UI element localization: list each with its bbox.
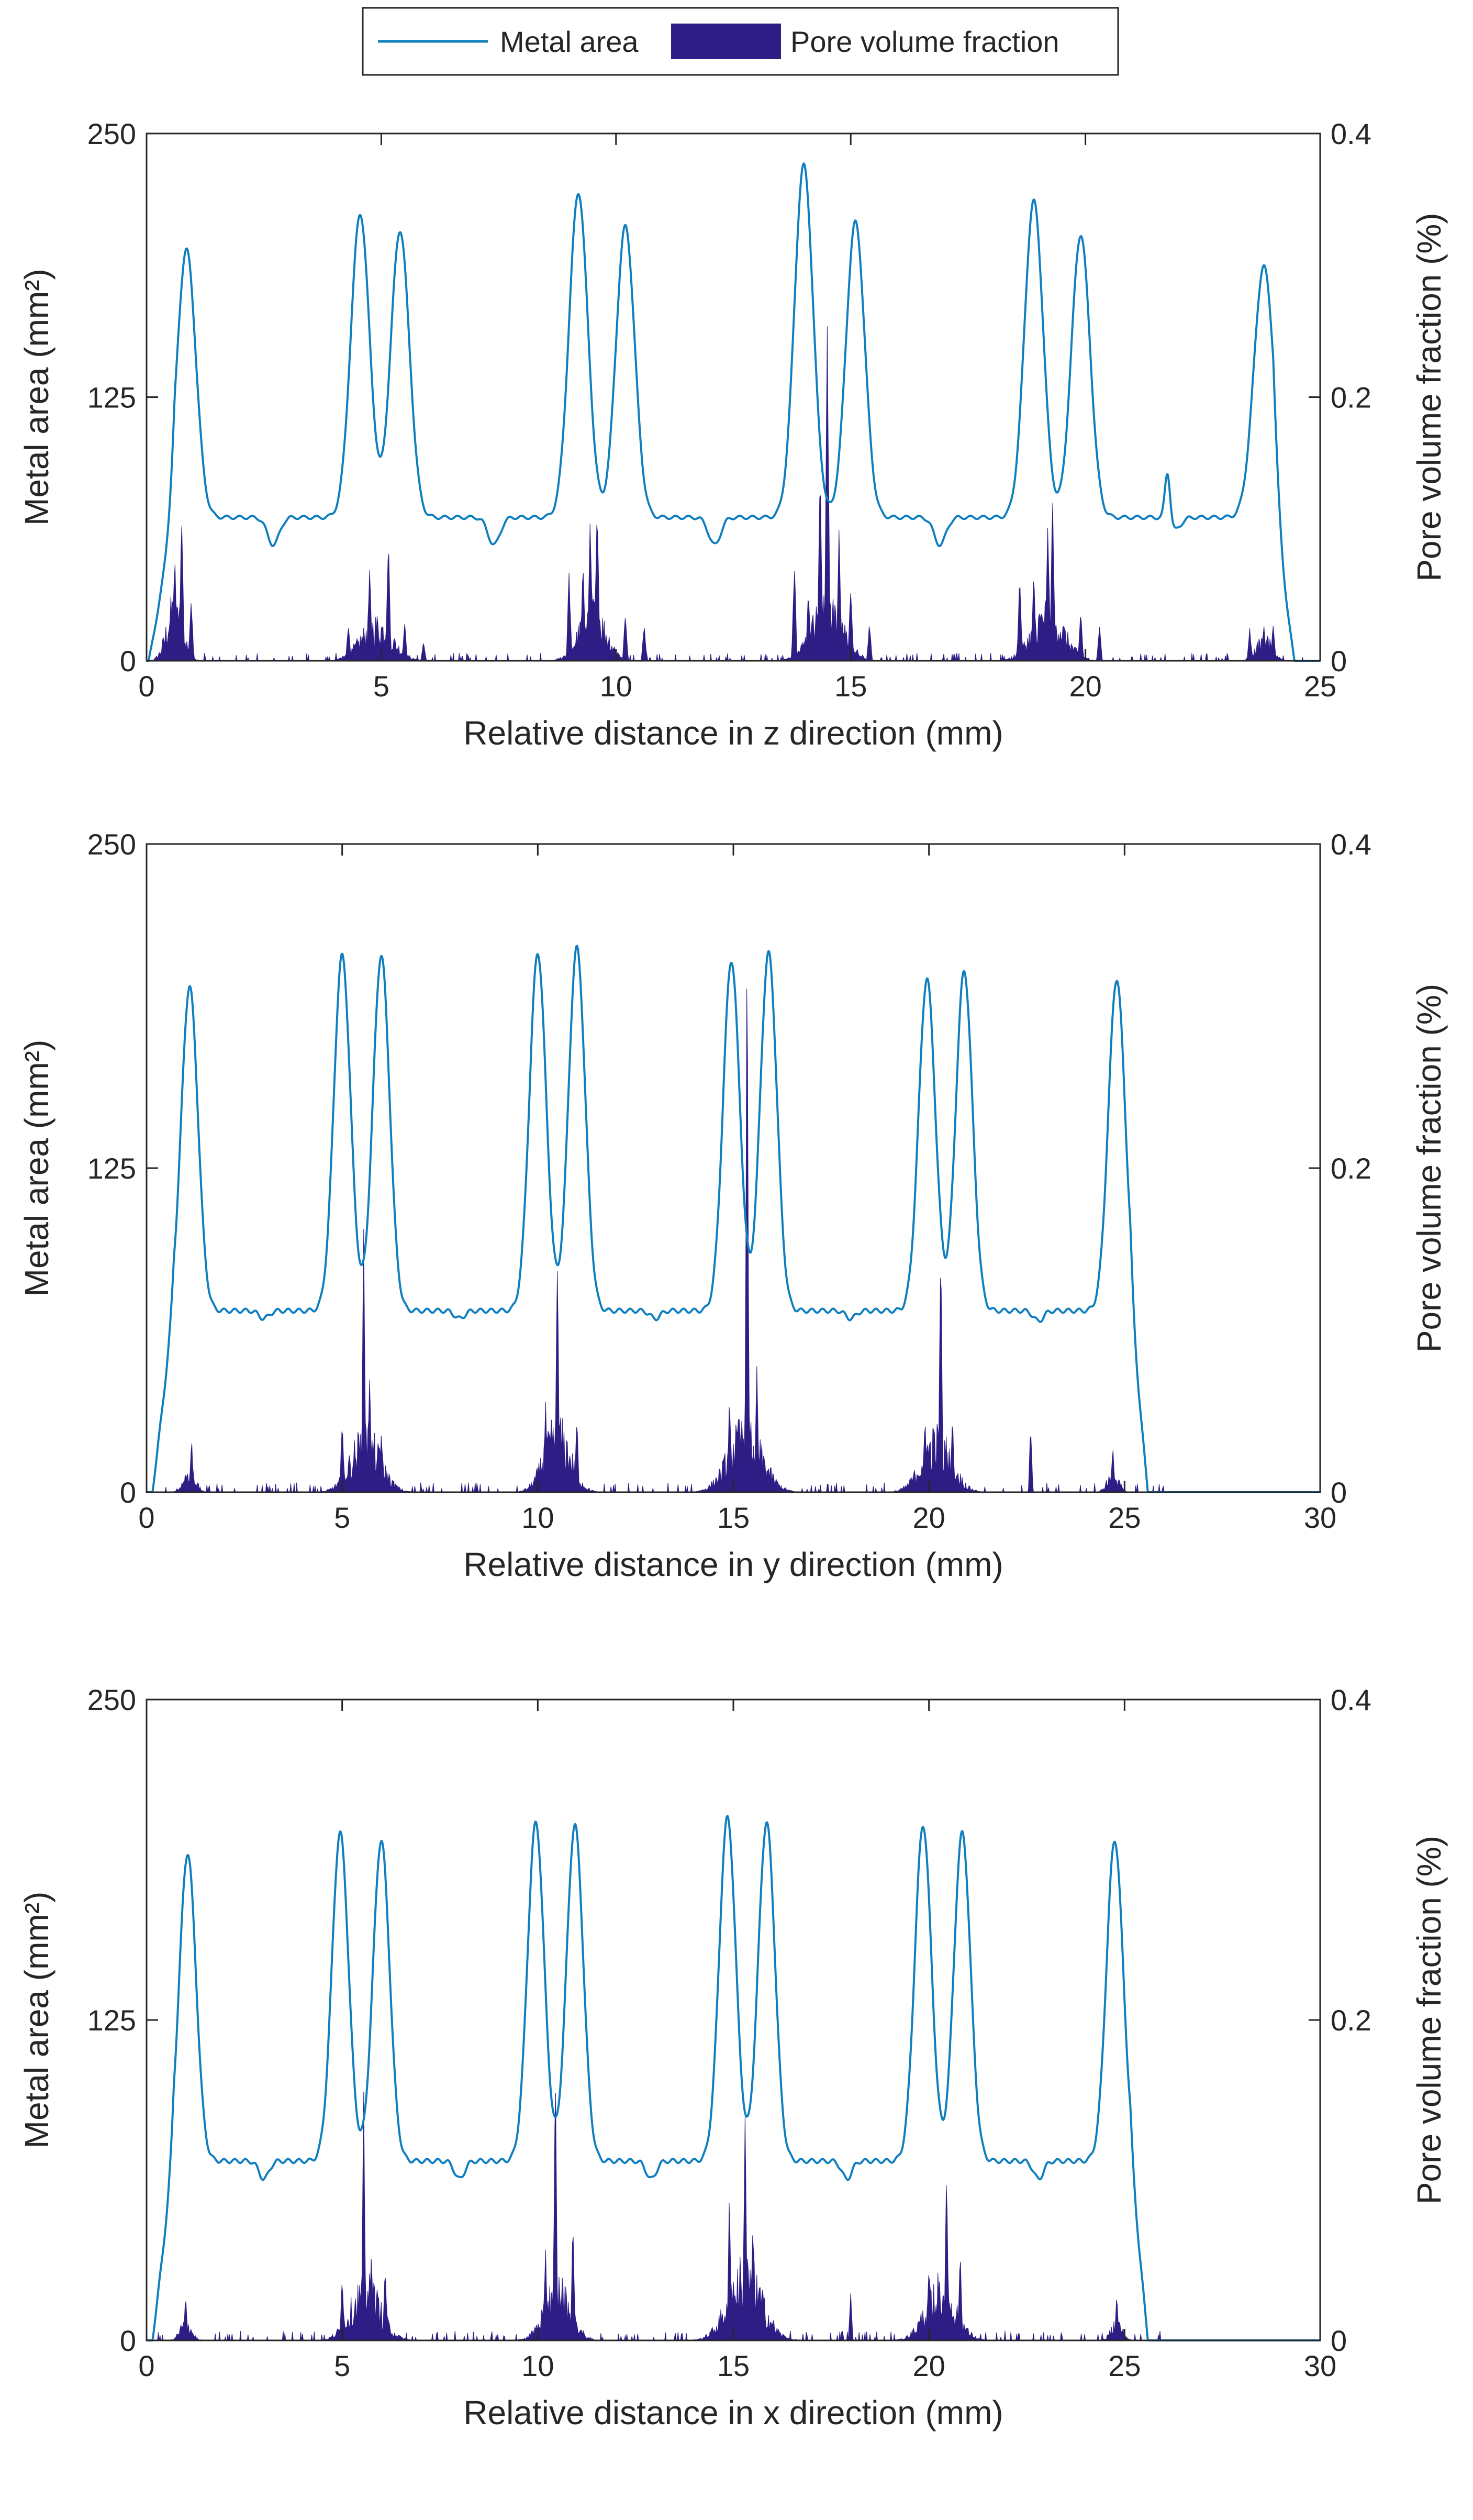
- y-right-tick-label: 0: [1331, 1476, 1347, 1509]
- x-tick-label: 10: [521, 1501, 554, 1534]
- y-left-tick-label: 0: [120, 2324, 136, 2357]
- y-left-tick-label: 0: [120, 1476, 136, 1509]
- y-right-tick-label: 0.2: [1331, 381, 1371, 414]
- y-right-tick-label: 0.4: [1331, 828, 1371, 861]
- metal-area-line: [146, 1815, 1321, 2341]
- x-axis-label: Relative distance in y direction (mm): [463, 1546, 1003, 1583]
- y-right-axis-label: Pore volume fraction (%): [1410, 1836, 1448, 2204]
- x-tick-label: 10: [521, 2349, 554, 2382]
- x-tick-label: 5: [373, 670, 389, 703]
- y-right-axis-label: Pore volume fraction (%): [1410, 984, 1448, 1352]
- x-axis-label: Relative distance in z direction (mm): [463, 714, 1003, 752]
- metal-area-line: [146, 945, 1321, 1493]
- y-left-tick-label: 0: [120, 645, 136, 678]
- x-tick-label: 20: [913, 1501, 945, 1534]
- y-left-tick-label: 125: [87, 381, 136, 414]
- legend-pore-label: Pore volume fraction: [790, 25, 1059, 58]
- x-tick-label: 15: [717, 2349, 750, 2382]
- y-left-axis-label: Metal area (mm²): [18, 1892, 55, 2149]
- y-right-tick-label: 0.4: [1331, 1683, 1371, 1716]
- y-left-tick-label: 125: [87, 2004, 136, 2037]
- y-left-tick-label: 250: [87, 117, 136, 150]
- x-tick-label: 20: [913, 2349, 945, 2382]
- y-left-axis-label: Metal area (mm²): [18, 269, 55, 526]
- y-right-tick-label: 0: [1331, 2324, 1347, 2357]
- y-left-axis-label: Metal area (mm²): [18, 1040, 55, 1297]
- y-right-tick-label: 0: [1331, 645, 1347, 678]
- y-left-tick-label: 250: [87, 1683, 136, 1716]
- x-tick-label: 15: [834, 670, 867, 703]
- x-tick-label: 5: [334, 1501, 350, 1534]
- legend: Metal area Pore volume fraction: [362, 7, 1119, 76]
- x-tick-label: 15: [717, 1501, 750, 1534]
- y-right-tick-label: 0.2: [1331, 2004, 1371, 2037]
- y-right-tick-label: 0.2: [1331, 1152, 1371, 1185]
- x-tick-label: 30: [1304, 1501, 1336, 1534]
- x-tick-label: 25: [1108, 2349, 1141, 2382]
- x-tick-label: 0: [138, 1501, 154, 1534]
- x-axis-label: Relative distance in x direction (mm): [463, 2394, 1003, 2432]
- legend-pore-swatch: [671, 24, 781, 59]
- x-tick-label: 0: [138, 670, 154, 703]
- x-tick-label: 20: [1069, 670, 1101, 703]
- x-tick-label: 10: [600, 670, 632, 703]
- y-left-tick-label: 125: [87, 1152, 136, 1185]
- y-right-tick-label: 0.4: [1331, 117, 1371, 150]
- x-tick-label: 30: [1304, 2349, 1336, 2382]
- x-tick-label: 0: [138, 2349, 154, 2382]
- y-right-axis-label: Pore volume fraction (%): [1410, 213, 1448, 581]
- y-left-tick-label: 250: [87, 828, 136, 861]
- legend-metal-label: Metal area: [500, 25, 639, 58]
- x-tick-label: 25: [1304, 670, 1336, 703]
- x-tick-label: 5: [334, 2349, 350, 2382]
- metal-area-line: [146, 162, 1321, 662]
- x-tick-label: 25: [1108, 1501, 1141, 1534]
